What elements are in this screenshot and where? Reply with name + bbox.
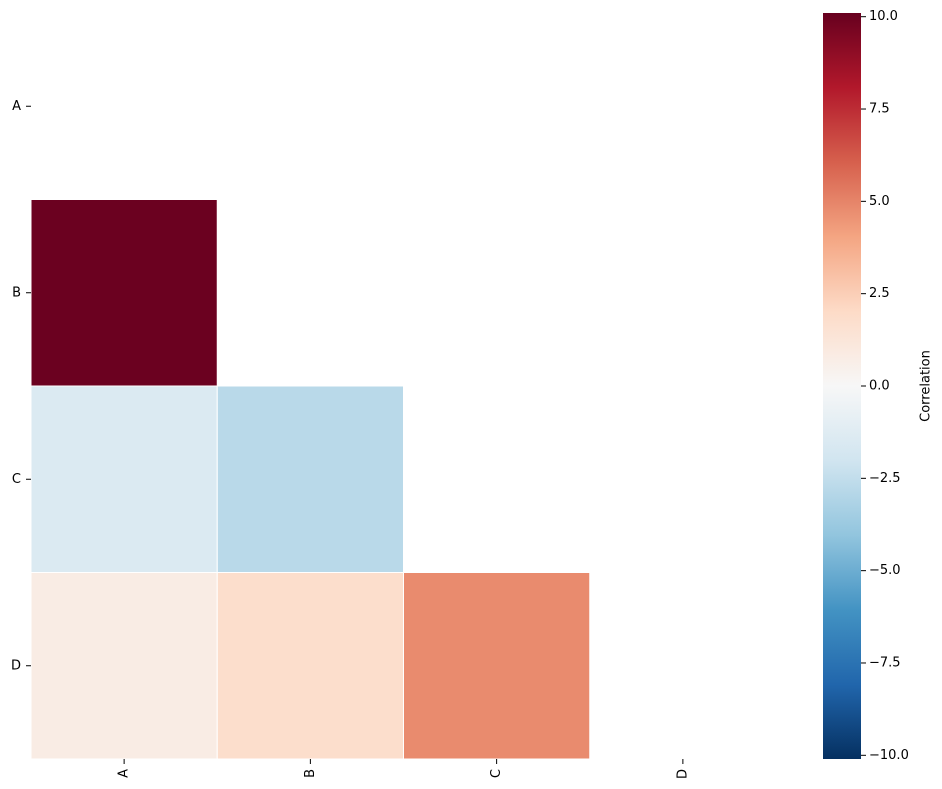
colorbar-tick-label: −7.5	[869, 655, 901, 670]
y-tick-label: D	[11, 658, 21, 673]
colorbar-tick-label: −2.5	[869, 471, 901, 486]
heatmap-cell	[30, 385, 218, 573]
colorbar-tick-label: 0.0	[869, 379, 890, 394]
colorbar-tick-label: −5.0	[869, 563, 901, 578]
x-tick-label: D	[675, 769, 690, 779]
x-tick-label: A	[117, 769, 132, 778]
heatmap-cell	[30, 572, 218, 760]
colorbar-label: Correlation	[919, 350, 934, 422]
heatmap-cell	[30, 199, 218, 387]
colorbar-tick-label: 10.0	[869, 9, 898, 24]
x-tick-label: C	[489, 769, 504, 778]
heatmap-cell	[216, 572, 404, 760]
y-tick-label: B	[12, 285, 21, 300]
x-tick-label: B	[303, 769, 318, 778]
colorbar-tick-label: 5.0	[869, 194, 890, 209]
colorbar	[823, 13, 861, 759]
colorbar-tick-label: −10.0	[869, 748, 909, 763]
heatmap-cell	[216, 385, 404, 573]
y-tick-label: C	[12, 472, 21, 487]
colorbar-tick-label: 2.5	[869, 286, 890, 301]
colorbar-tick-label: 7.5	[869, 102, 890, 117]
heatmap-cell	[403, 572, 591, 760]
y-tick-label: A	[12, 99, 21, 114]
